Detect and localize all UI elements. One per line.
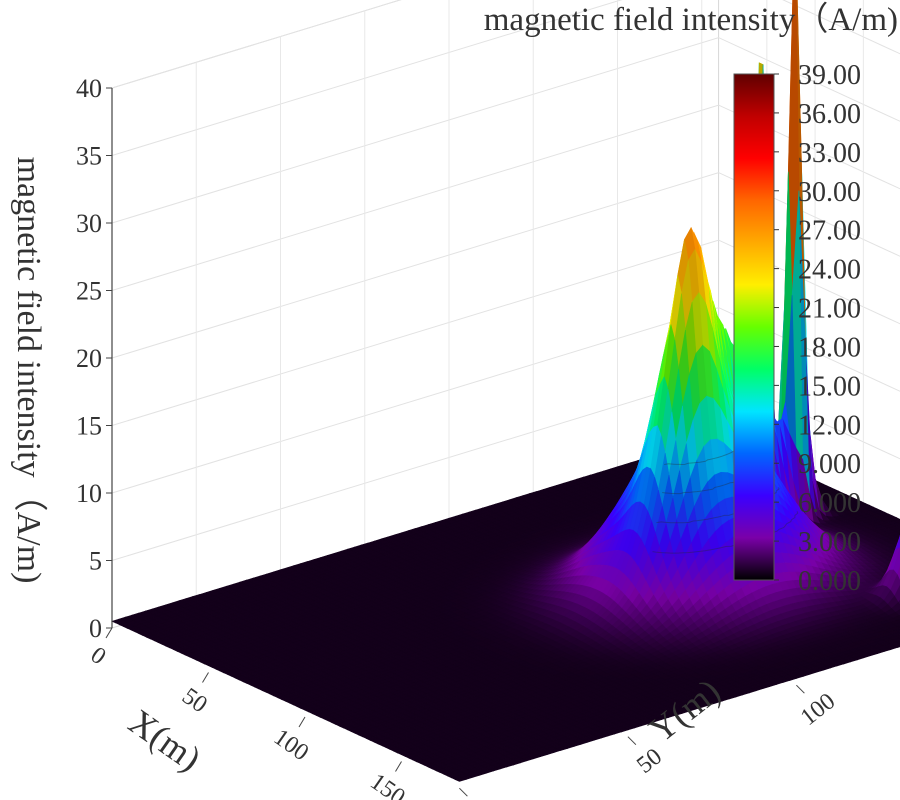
wall-grid	[111, 0, 900, 603]
back-walls	[111, 0, 900, 629]
grid-line-z	[111, 239, 900, 426]
grid-line-z	[111, 0, 900, 156]
grid-line-z	[111, 172, 900, 359]
grid-line-z	[111, 307, 900, 494]
grid-line-z	[111, 0, 402, 89]
grid-line-z	[111, 37, 900, 224]
grid-line-z	[111, 104, 900, 291]
